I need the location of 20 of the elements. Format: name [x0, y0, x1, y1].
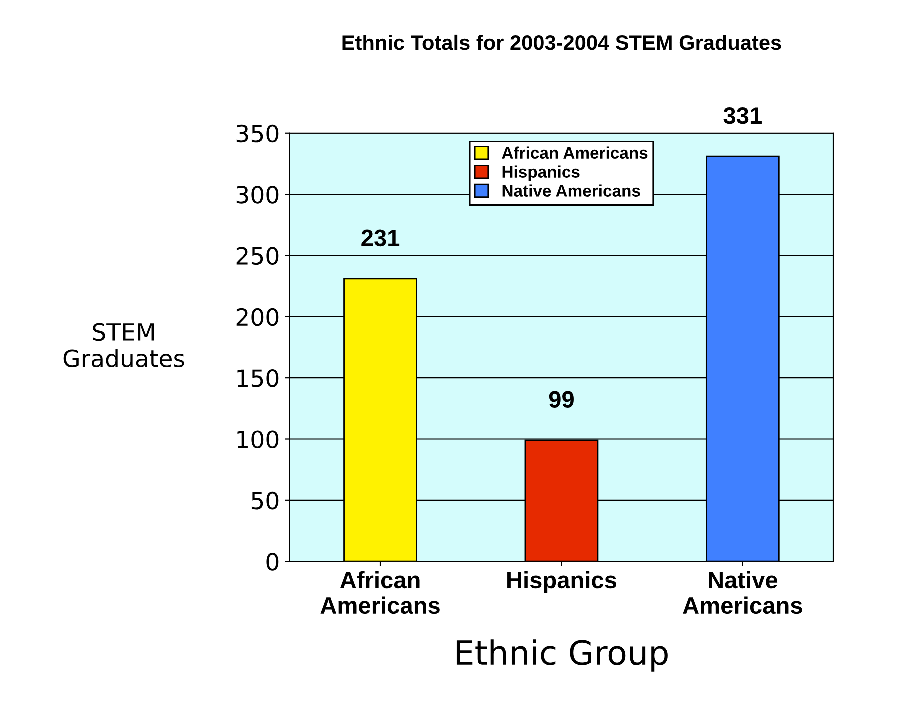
legend-label: Hispanics [502, 166, 580, 182]
x-axis-title: Ethnic Group [456, 640, 668, 672]
legend-label: African Americans [502, 146, 648, 160]
y-tick-label: 200 [236, 308, 279, 326]
data-label: 231 [362, 230, 400, 247]
y-tick-label: 150 [238, 370, 279, 388]
data-label: 99 [549, 391, 574, 408]
y-tick-label: 350 [236, 124, 279, 143]
x-tick-label: Native Americans [683, 571, 802, 614]
y-tick-label: 250 [236, 247, 279, 266]
legend-label: Native Americans [502, 184, 640, 197]
x-tick-label: African Americans [320, 571, 440, 614]
y-tick-label: 100 [238, 430, 279, 449]
y-tick-label: 0 [266, 553, 279, 571]
chart-title: Ethnic Totals for 2003-2004 STEM Graduates [342, 34, 782, 50]
y-tick-label: 50 [252, 492, 279, 510]
y-axis-title: STEM Graduates [64, 323, 184, 368]
x-tick-label: Hispanics [508, 571, 617, 594]
data-label: 331 [724, 107, 762, 124]
y-tick-label: 300 [236, 186, 279, 204]
